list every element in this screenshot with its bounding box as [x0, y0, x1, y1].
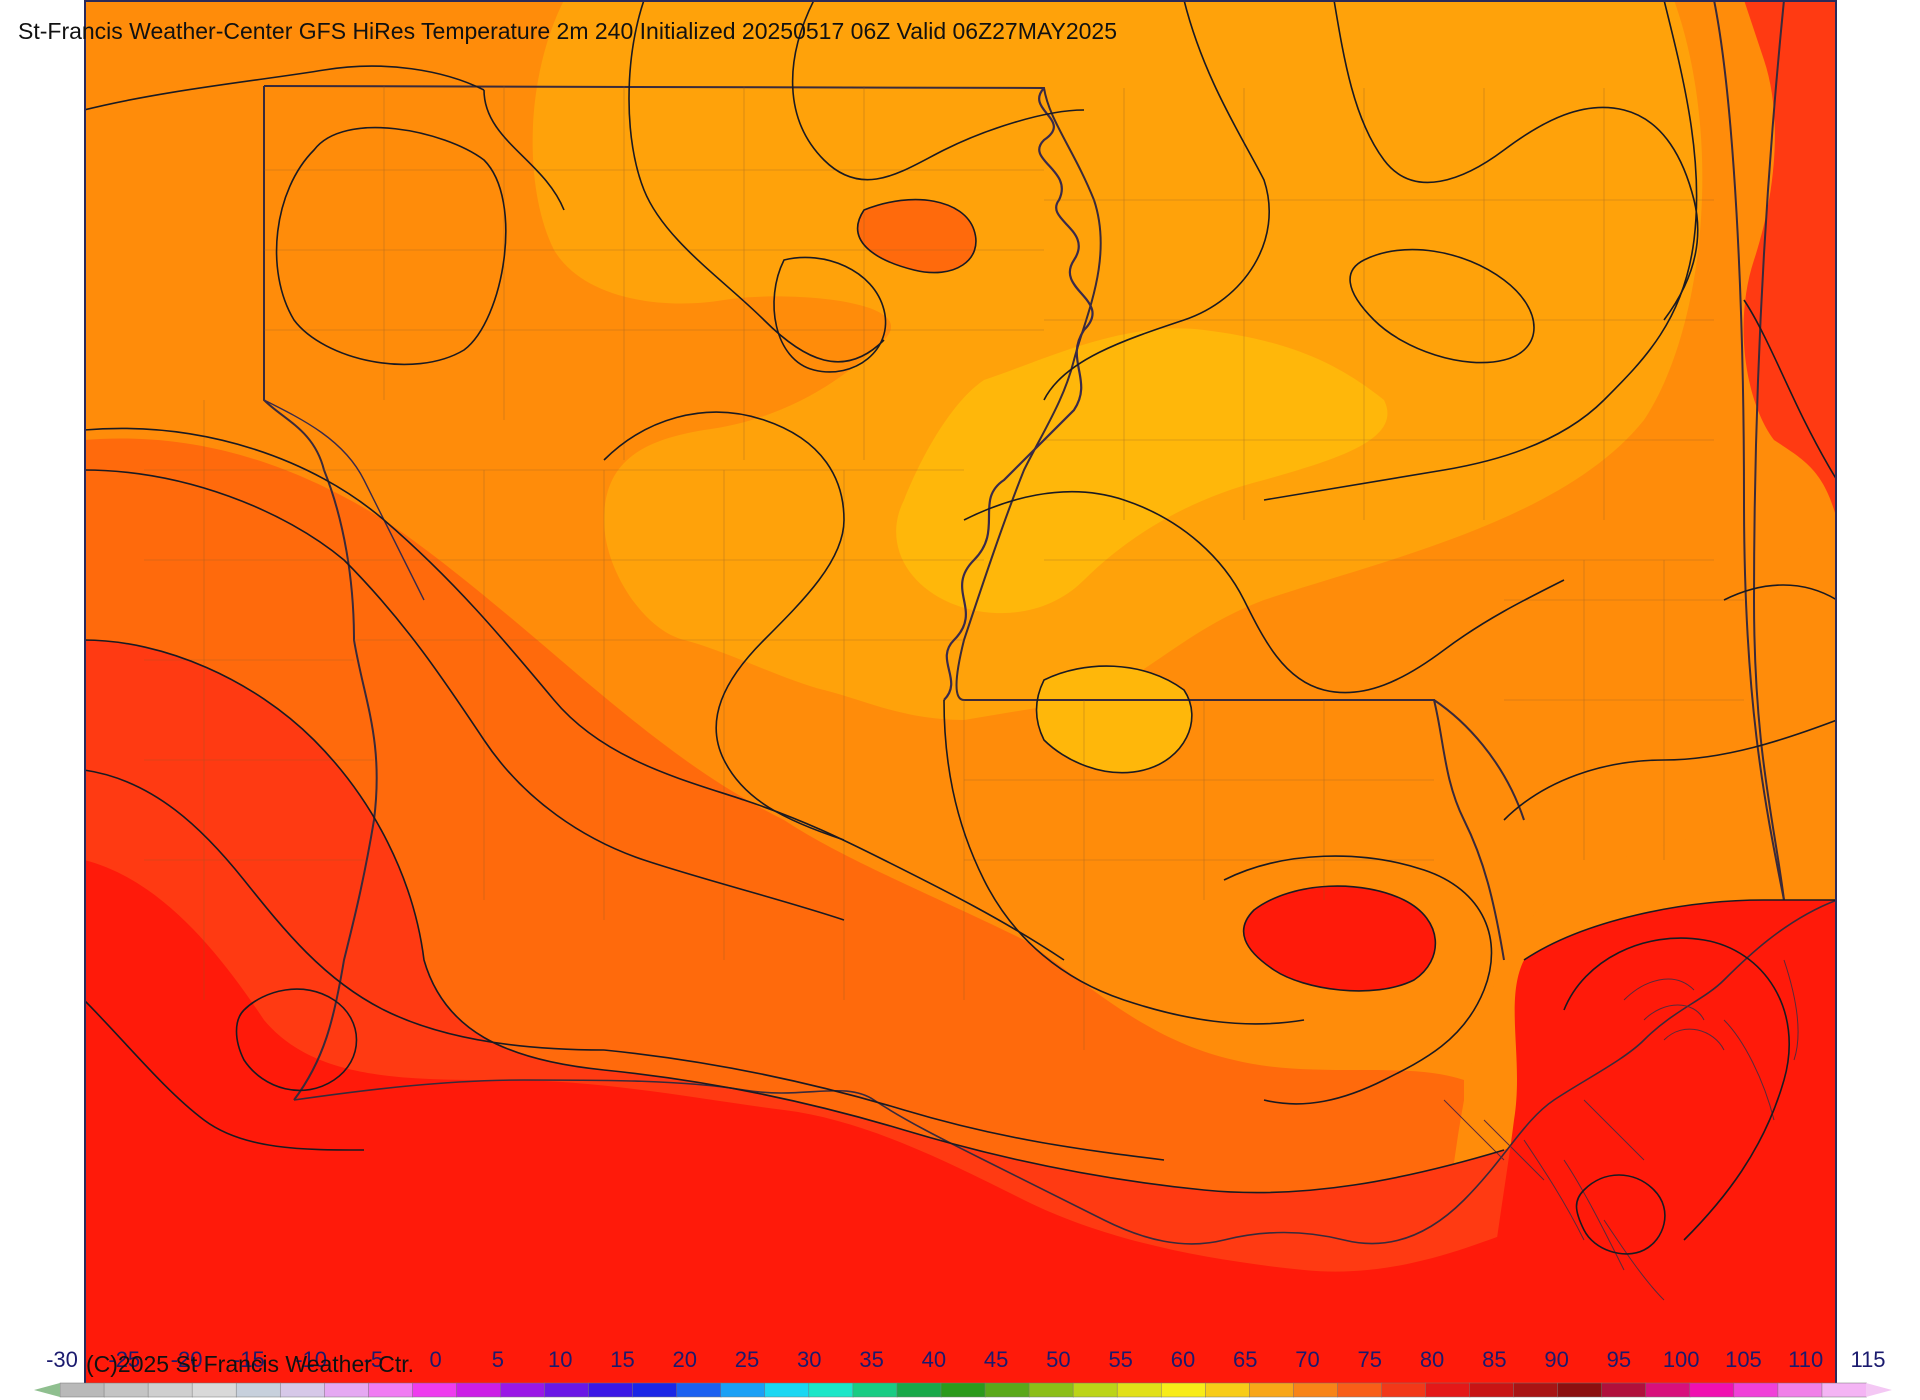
colorbar-tick-label: -20 — [170, 1347, 203, 1372]
copyright-text: (C)2025 St Francis Weather Ctr. — [86, 1351, 415, 1377]
colorbar-tick-label: 100 — [1662, 1347, 1700, 1372]
colorbar-cell — [191, 1382, 237, 1398]
colorbar-cell — [676, 1382, 722, 1398]
colorbar-cells — [59, 1382, 1867, 1398]
colorbar-cell — [1469, 1382, 1515, 1398]
colorbar-cell — [147, 1382, 193, 1398]
colorbar-cell — [1513, 1382, 1559, 1398]
colorbar-tick-label: 50 — [1046, 1347, 1071, 1372]
colorbar-tick-label: 20 — [672, 1347, 697, 1372]
mississippi-river — [943, 87, 1094, 701]
colorbar-cell — [1425, 1382, 1471, 1398]
colorbar-tick-label: -25 — [108, 1347, 141, 1372]
colorbar-cell — [1205, 1382, 1251, 1398]
colorbar-cell — [103, 1382, 149, 1398]
colorbar-tick-label: -10 — [295, 1347, 327, 1372]
colorbar-cell — [984, 1382, 1030, 1398]
colorbar-tick-label: 65 — [1232, 1347, 1258, 1372]
colorbar-tick-label: -5 — [363, 1347, 384, 1372]
isotherm-contours — [84, 0, 1837, 1255]
colorbar-tick-label: 95 — [1606, 1347, 1632, 1372]
colorbar-cell — [412, 1382, 458, 1398]
colorbar-tick-label: 45 — [983, 1347, 1009, 1372]
colorbar-cell — [632, 1382, 678, 1398]
colorbar-cell — [1337, 1382, 1383, 1398]
county-lines — [144, 86, 1744, 1050]
colorbar-tick-label: -30 — [46, 1347, 78, 1372]
colorbar-cell — [1293, 1382, 1339, 1398]
temp-band-coolest-south — [1036, 666, 1192, 773]
colorbar-tick-label: 35 — [859, 1347, 884, 1372]
colorbar-cell — [1645, 1382, 1691, 1398]
colorbar-cell — [1249, 1382, 1295, 1398]
colorbar-cell — [852, 1382, 898, 1398]
colorbar-tick-label: 110 — [1788, 1347, 1824, 1372]
colorbar-tick-label: 90 — [1544, 1347, 1569, 1372]
colorbar-cell — [279, 1382, 326, 1398]
colorbar-tick-label: 0 — [429, 1347, 442, 1372]
marsh-islands — [1443, 959, 1799, 1301]
colorbar-tick-label: 15 — [610, 1347, 635, 1372]
colorbar-tick-label: 75 — [1357, 1347, 1383, 1372]
colorbar-cell — [588, 1382, 634, 1398]
colorbar-tick-label: 80 — [1419, 1347, 1445, 1372]
map-title: St-Francis Weather-Center GFS HiRes Temp… — [18, 18, 1118, 44]
colorbar-left-arrow — [34, 1383, 60, 1397]
colorbar-tick-label: 60 — [1170, 1347, 1196, 1372]
temp-band-se-90 — [1484, 900, 1837, 1388]
colorbar-cell — [1160, 1382, 1207, 1398]
temp-band-nw-pocket — [276, 127, 506, 365]
colorbar-cell — [500, 1382, 546, 1398]
colorbar-cell — [1733, 1382, 1779, 1398]
colorbar-cell — [544, 1382, 590, 1398]
temp-band-n-pocket — [857, 199, 976, 273]
colorbar-cell — [1601, 1382, 1647, 1398]
colorbar-cell — [1381, 1382, 1427, 1398]
state-borders — [263, 0, 1785, 1101]
colorbar-cell — [1028, 1382, 1074, 1398]
colorbar-tick-label: -15 — [232, 1347, 265, 1372]
temp-band-coolest — [896, 328, 1388, 614]
colorbar-cell — [1072, 1382, 1118, 1398]
colorbar-tick-label: 10 — [547, 1347, 573, 1372]
colorbar-tick-label: 70 — [1295, 1347, 1320, 1372]
colorbar-cell — [456, 1382, 502, 1398]
colorbar-tick-label: 40 — [921, 1347, 947, 1372]
temp-band-east-85 — [1743, 0, 1837, 520]
colorbar-tick-label: 30 — [797, 1347, 822, 1372]
colorbar-cell — [764, 1382, 810, 1398]
colorbar-tick-label: 55 — [1108, 1347, 1133, 1372]
colorbar-cell — [1116, 1382, 1162, 1398]
colorbar-cell — [940, 1382, 986, 1398]
colorbar-cell — [720, 1382, 766, 1398]
temp-band-gulf-90 — [84, 860, 1837, 1388]
colorbar-tick-label: 25 — [734, 1347, 760, 1372]
temperature-colorbar — [34, 1382, 1892, 1398]
colorbar-right-arrow — [1866, 1383, 1892, 1397]
temp-band-lake-pocket — [1243, 886, 1436, 991]
colorbar-cell — [368, 1382, 414, 1398]
colorbar-cell — [808, 1382, 854, 1398]
colorbar-cell — [1777, 1382, 1823, 1398]
gulf-coastline — [293, 899, 1837, 1245]
colorbar-tick-label: 85 — [1482, 1347, 1507, 1372]
colorbar-tick-label: 105 — [1725, 1347, 1762, 1372]
colorbar-cell — [896, 1382, 942, 1398]
colorbar-tick-label: 5 — [491, 1347, 505, 1372]
colorbar-tick-label: 115 — [1850, 1347, 1886, 1372]
colorbar-cell — [1557, 1382, 1603, 1398]
colorbar-cell — [1689, 1382, 1735, 1398]
colorbar-cell — [1821, 1382, 1867, 1398]
colorbar-cell — [59, 1382, 105, 1398]
colorbar-cell — [324, 1382, 370, 1398]
colorbar-cell — [235, 1382, 281, 1398]
red-river — [263, 399, 425, 601]
temperature-map[interactable] — [84, 0, 1837, 1388]
